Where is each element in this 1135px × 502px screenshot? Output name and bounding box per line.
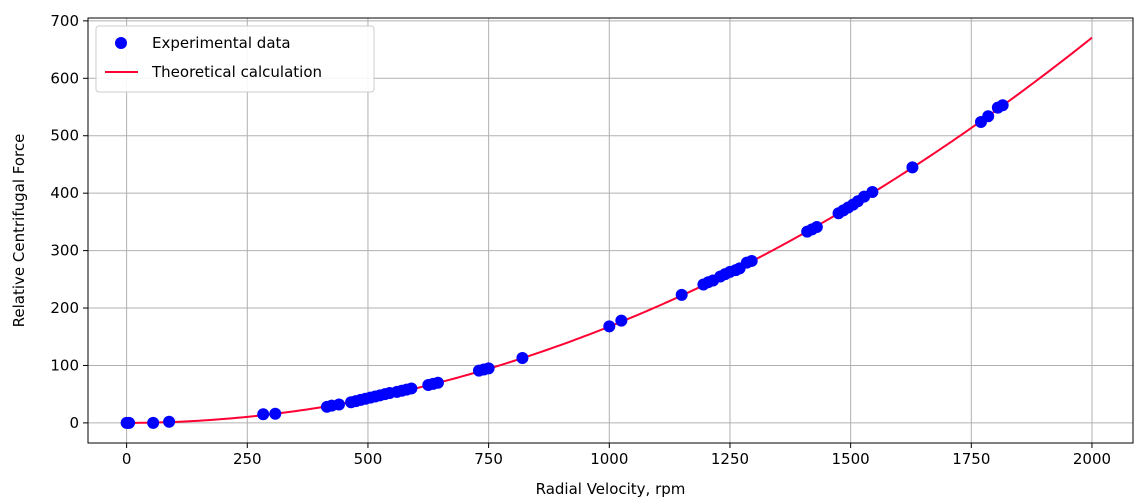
plot-frame bbox=[87, 17, 1134, 444]
x-axis-ticks: 0 250 500 750 1000 1250 1500 1750 2000 bbox=[122, 443, 1111, 468]
data-point bbox=[982, 110, 995, 123]
data-point bbox=[163, 415, 176, 428]
data-point bbox=[332, 398, 345, 411]
x-tick-label: 2000 bbox=[1073, 450, 1111, 468]
x-tick-label: 0 bbox=[122, 450, 132, 468]
data-point bbox=[615, 314, 628, 327]
grid bbox=[88, 18, 1133, 443]
y-tick-label: 700 bbox=[50, 12, 79, 30]
y-axis-label: Relative Centrifugal Force bbox=[10, 134, 28, 328]
x-tick-label: 750 bbox=[474, 450, 503, 468]
data-point bbox=[147, 416, 160, 429]
data-point bbox=[675, 288, 688, 301]
y-axis-ticks: 0 100 200 300 400 500 600 700 bbox=[50, 12, 88, 432]
data-point bbox=[745, 254, 758, 267]
data-point bbox=[516, 352, 529, 364]
data-point bbox=[810, 221, 823, 234]
data-point bbox=[431, 376, 444, 389]
legend-box bbox=[95, 25, 375, 93]
legend: Experimental data Theoretical calculatio… bbox=[95, 25, 375, 93]
experimental-series bbox=[120, 99, 1009, 429]
data-point bbox=[866, 186, 879, 199]
x-tick-label: 1750 bbox=[952, 450, 990, 468]
y-tick-label: 0 bbox=[69, 414, 79, 432]
data-point bbox=[269, 407, 282, 420]
legend-marker-experimental bbox=[115, 37, 127, 49]
y-tick-label: 200 bbox=[50, 299, 79, 317]
x-tick-label: 1000 bbox=[590, 450, 628, 468]
y-tick-label: 400 bbox=[50, 184, 79, 202]
data-point bbox=[603, 320, 616, 333]
x-tick-label: 500 bbox=[354, 450, 383, 468]
y-tick-label: 100 bbox=[50, 356, 79, 374]
legend-label-theoretical: Theoretical calculation bbox=[151, 63, 322, 81]
x-axis-label: Radial Velocity, rpm bbox=[536, 480, 686, 498]
data-point bbox=[123, 416, 136, 429]
data-point bbox=[996, 99, 1009, 112]
legend-label-experimental: Experimental data bbox=[152, 34, 291, 52]
data-point bbox=[405, 382, 418, 395]
y-tick-label: 500 bbox=[50, 127, 79, 145]
x-tick-label: 250 bbox=[233, 450, 262, 468]
y-tick-label: 600 bbox=[50, 69, 79, 87]
data-point bbox=[482, 362, 495, 375]
x-tick-label: 1500 bbox=[832, 450, 870, 468]
y-tick-label: 300 bbox=[50, 242, 79, 260]
data-point bbox=[906, 161, 919, 174]
data-point bbox=[257, 408, 270, 421]
x-tick-label: 1250 bbox=[711, 450, 749, 468]
